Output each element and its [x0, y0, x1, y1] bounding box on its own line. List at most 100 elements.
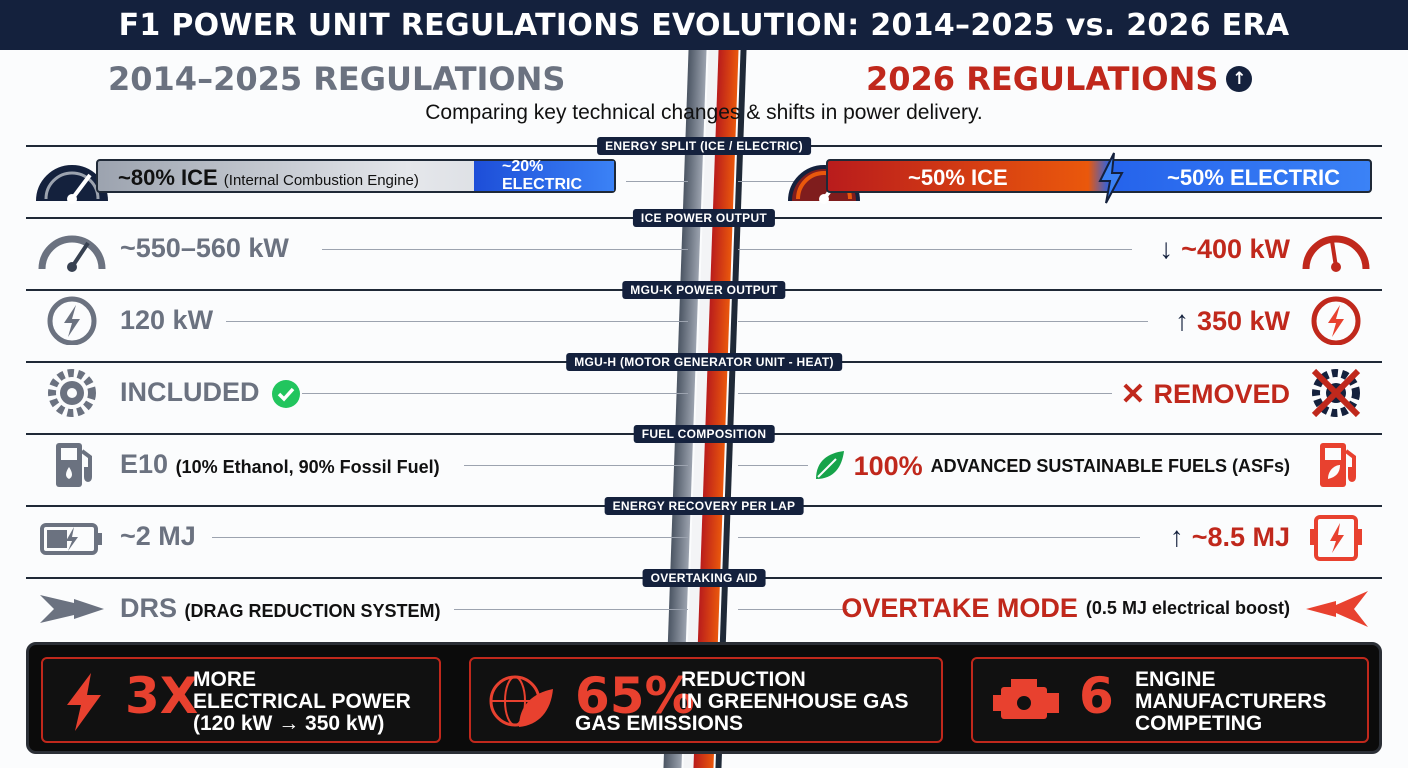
connector-line — [738, 393, 1112, 394]
recovery-old-value: ~2 MJ — [120, 521, 196, 551]
row-label: ICE POWER OUTPUT — [632, 209, 776, 227]
row-label: OVERTAKING AID — [642, 569, 766, 587]
stat-text: REDUCTION IN GREENHOUSE GAS — [681, 669, 909, 713]
stat-line: COMPETING — [1135, 712, 1263, 735]
stat-line: MORE — [193, 668, 256, 691]
fuel-pump-icon — [56, 443, 92, 487]
gauge-icon — [38, 235, 106, 272]
connector-line — [738, 321, 1148, 322]
energy-old-electric: ~20% ELECTRIC — [474, 158, 614, 193]
stat-text: ENGINE MANUFACTURERS COMPETING — [1135, 669, 1326, 735]
stat-line: IN GREENHOUSE GAS — [681, 690, 909, 713]
fuel-new-value: 100% — [853, 450, 923, 481]
mguk-old-value: 120 kW — [120, 305, 214, 335]
row-label: FUEL COMPOSITION — [633, 425, 775, 443]
row-label: MGU-K POWER OUTPUT — [622, 281, 786, 299]
overtake-new-value: OVERTAKE MODE — [841, 593, 1078, 623]
stat-text: MORE ELECTRICAL POWER (120 kW → 350 kW) — [193, 669, 411, 735]
up-arrow-icon: ↑ — [1226, 66, 1253, 92]
recovery-new-value: ~8.5 MJ — [1191, 521, 1290, 552]
stat-card-manufacturers: 6 ENGINE MANUFACTURERS COMPETING — [971, 657, 1369, 743]
winged-arrow-red-icon — [1306, 591, 1368, 627]
mguk-new-value: 350 kW — [1196, 305, 1290, 336]
connector-line — [738, 609, 848, 610]
energy-old-ice-value: ~80% ICE — [118, 165, 218, 190]
right-era-heading-text: 2026 REGULATIONS — [866, 60, 1219, 98]
row-label: ENERGY SPLIT (ICE / ELECTRIC) — [597, 137, 811, 155]
mguh-new-value: REMOVED — [1153, 379, 1290, 409]
energy-new-ice: ~50% ICE — [908, 165, 1008, 190]
row-mguk-power: MGU-K POWER OUTPUT 120 kW ↑ 350 kW — [26, 281, 1382, 349]
speedometer-icon — [36, 165, 108, 204]
stat-big-number: 6 — [1079, 667, 1114, 725]
fuel-new: 100% ADVANCED SUSTAINABLE FUELS (ASFs) — [812, 449, 1290, 483]
engine-icon — [993, 679, 1059, 719]
ice-old-value: ~550–560 kW — [120, 233, 289, 263]
up-arrow-icon: ↑ — [1169, 521, 1184, 552]
stat-big-number: 65% — [575, 667, 695, 725]
connector-line — [738, 249, 1132, 250]
connector-line — [322, 249, 688, 250]
mguh-old-value: INCLUDED — [120, 377, 260, 407]
row-overtaking: OVERTAKING AID DRS (DRAG REDUCTION SYSTE… — [26, 569, 1382, 637]
x-mark-icon: ✕ — [1120, 378, 1146, 411]
stat-text-tail: GAS EMISSIONS — [575, 712, 744, 735]
right-era-heading: 2026 REGULATIONS ↑ — [866, 60, 1253, 98]
left-era-heading: 2014–2025 REGULATIONS — [108, 60, 566, 98]
winged-arrow-icon — [40, 595, 104, 623]
stat-line: ELECTRICAL POWER — [193, 690, 411, 713]
overtake-old-value: DRS — [120, 593, 178, 623]
ice-new-value: ~400 kW — [1181, 233, 1290, 264]
gauge-red-icon — [1302, 235, 1370, 272]
row-ice-power: ICE POWER OUTPUT ~550–560 kW ↓ ~400 kW — [26, 209, 1382, 277]
connector-line — [626, 181, 688, 182]
energy-old-electric-value: ~20% ELECTRIC — [502, 158, 582, 193]
row-energy-recovery: ENERGY RECOVERY PER LAP ~2 MJ ↑ ~8.5 MJ — [26, 497, 1382, 565]
up-arrow-icon: ↑ — [1174, 305, 1189, 336]
lightning-icon — [67, 673, 101, 731]
row-mguh: MGU-H (MOTOR GENERATOR UNIT - HEAT) INCL… — [26, 353, 1382, 421]
mguk-new: ↑ 350 kW — [1175, 305, 1290, 337]
overtake-new-desc: (0.5 MJ electrical boost) — [1085, 598, 1290, 618]
lightning-circle-red-icon — [1311, 296, 1361, 345]
fuel-old-desc: (10% Ethanol, 90% Fossil Fuel) — [175, 457, 440, 477]
stat-line: MANUFACTURERS — [1135, 690, 1327, 713]
fuel-pump-red-icon — [1320, 443, 1356, 487]
stat-big-number: 3X — [125, 667, 199, 725]
subtitle: Comparing key technical changes & shifts… — [425, 101, 983, 124]
battery-red-icon — [1310, 515, 1362, 561]
stat-line: (120 kW → 350 kW) — [193, 712, 385, 735]
gear-crossed-icon — [1311, 368, 1361, 417]
globe-leaf-icon — [489, 675, 553, 727]
row-energy-split: ENERGY SPLIT (ICE / ELECTRIC) ~80% ICE (… — [26, 137, 1382, 205]
page-title: F1 POWER UNIT REGULATIONS EVOLUTION: 201… — [0, 0, 1408, 50]
stat-line: REDUCTION — [681, 668, 806, 691]
fuel-old-value: E10 — [120, 449, 169, 479]
energy-bar-new: ~50% ICE ~50% ELECTRIC — [826, 152, 1372, 204]
down-arrow-icon: ↓ — [1159, 233, 1174, 264]
energy-new-electric: ~50% ELECTRIC — [1167, 165, 1340, 190]
overtake-new: OVERTAKE MODE (0.5 MJ electrical boost) — [841, 593, 1290, 624]
energy-old-ice: ~80% ICE (Internal Combustion Engine) — [118, 165, 419, 191]
battery-icon — [40, 523, 102, 555]
mguh-old: INCLUDED — [120, 377, 301, 409]
overtake-old: DRS (DRAG REDUCTION SYSTEM) — [120, 593, 441, 624]
mguh-new: ✕ REMOVED — [1120, 377, 1290, 412]
connector-line — [226, 321, 688, 322]
ice-new: ↓ ~400 kW — [1159, 233, 1290, 265]
row-fuel: FUEL COMPOSITION E10 (10% Ethanol, 90% F… — [26, 425, 1382, 493]
connector-line — [464, 465, 688, 466]
stat-card-emissions: 65% REDUCTION IN GREENHOUSE GAS GAS EMIS… — [469, 657, 943, 743]
stat-card-electrical: 3X MORE ELECTRICAL POWER (120 kW → 350 k… — [41, 657, 441, 743]
energy-bar-old: ~80% ICE (Internal Combustion Engine) ~2… — [96, 158, 616, 193]
connector-line — [738, 181, 818, 182]
connector-line — [302, 393, 688, 394]
turbo-gear-icon — [48, 369, 96, 417]
row-label: MGU-H (MOTOR GENERATOR UNIT - HEAT) — [566, 353, 842, 371]
lightning-circle-icon — [47, 296, 97, 345]
connector-line — [454, 609, 688, 610]
stats-panel: 3X MORE ELECTRICAL POWER (120 kW → 350 k… — [26, 642, 1382, 754]
stat-line: ENGINE — [1135, 668, 1216, 691]
connector-line — [738, 465, 808, 466]
check-circle-icon — [272, 379, 301, 408]
